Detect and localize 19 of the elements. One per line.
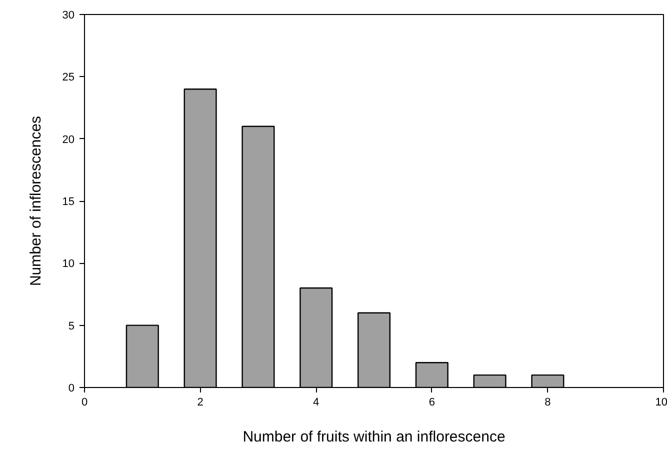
x-tick-label: 4 <box>313 396 320 408</box>
y-axis-title: Number of inflorescences <box>27 116 44 286</box>
x-tick-label: 0 <box>81 396 88 408</box>
x-tick-label: 2 <box>197 396 204 408</box>
x-tick-label: 8 <box>544 396 551 408</box>
y-tick-label: 15 <box>62 196 75 208</box>
y-tick-label: 25 <box>62 72 75 84</box>
bar <box>473 374 506 388</box>
bar <box>242 126 275 388</box>
bar <box>357 312 391 388</box>
y-tick-label: 10 <box>62 258 75 270</box>
y-tick-label: 20 <box>62 134 75 146</box>
y-tick-label: 0 <box>68 382 75 394</box>
bar <box>126 324 159 388</box>
x-tick-label: 10 <box>655 396 667 408</box>
x-tick-label: 6 <box>428 396 435 408</box>
y-tick-label: 30 <box>62 10 75 22</box>
y-tick-label: 5 <box>68 320 75 332</box>
x-axis-title: Number of fruits within an inflorescence <box>242 428 506 446</box>
